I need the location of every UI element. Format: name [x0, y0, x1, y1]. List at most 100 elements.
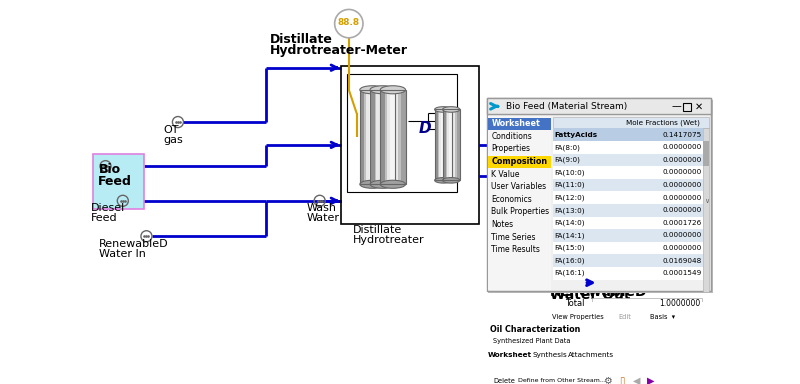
Text: FA(12:0): FA(12:0) [554, 194, 585, 201]
Bar [602, 336, 611, 346]
Text: D: D [419, 121, 431, 136]
Bar [488, 156, 551, 168]
Text: Synthesized Plant Data: Synthesized Plant Data [493, 338, 570, 344]
Text: 88.8: 88.8 [338, 18, 360, 26]
Text: 0.0000000: 0.0000000 [662, 182, 702, 188]
Bar [523, 376, 602, 384]
Text: ⚙: ⚙ [603, 376, 612, 384]
Bar [449, 109, 453, 180]
Bar [360, 90, 385, 184]
Bar [442, 109, 446, 180]
Text: Edit: Edit [618, 314, 631, 320]
Text: Wash: Wash [307, 203, 337, 213]
Bar [376, 90, 388, 184]
Ellipse shape [360, 180, 385, 188]
Bar [553, 166, 703, 179]
Bar [381, 90, 385, 184]
Text: Worksheet: Worksheet [488, 352, 532, 358]
Text: ▯: ▯ [619, 376, 625, 384]
Ellipse shape [442, 107, 460, 112]
Bar [645, 312, 681, 322]
Text: FattyAcids: FattyAcids [554, 132, 598, 137]
Bar [486, 98, 711, 291]
Bar [532, 350, 568, 361]
Bar [488, 100, 713, 293]
Bar [401, 90, 406, 184]
Bar [553, 267, 703, 280]
Bar [553, 312, 604, 322]
Text: OT: OT [164, 125, 179, 135]
Bar [442, 109, 460, 180]
Text: Properties: Properties [491, 144, 530, 153]
Bar [366, 90, 378, 184]
Text: Delete: Delete [494, 378, 516, 384]
Text: OK: OK [591, 364, 606, 372]
Text: ▶: ▶ [646, 376, 654, 384]
Bar [570, 350, 613, 361]
Text: Bio: Bio [99, 163, 122, 176]
Text: 0.0000000: 0.0000000 [662, 157, 702, 163]
Bar [370, 90, 374, 184]
Bar [553, 154, 703, 166]
Text: 1.0000000: 1.0000000 [658, 299, 700, 308]
Text: —: — [671, 101, 682, 111]
Text: Water In: Water In [99, 250, 146, 260]
Ellipse shape [370, 180, 395, 188]
Text: Total: Total [565, 299, 584, 308]
Text: Synthesis: Synthesis [533, 352, 567, 358]
Bar [347, 74, 458, 192]
Bar [592, 298, 702, 309]
Bar [553, 229, 703, 242]
Text: Hydrotreater: Hydrotreater [353, 235, 424, 245]
Bar [390, 90, 395, 184]
Bar [486, 98, 711, 114]
Text: FA(10:0): FA(10:0) [554, 169, 585, 176]
Bar [386, 90, 398, 184]
Text: 0.0000000: 0.0000000 [662, 144, 702, 150]
Text: FA(11:0): FA(11:0) [554, 182, 585, 188]
Bar [442, 109, 460, 180]
Bar [380, 90, 385, 184]
Text: Water: Water [307, 213, 340, 223]
Bar [360, 90, 385, 184]
Bar [553, 191, 703, 204]
Text: RenewableD: RenewableD [550, 285, 647, 299]
Text: FA(9:0): FA(9:0) [554, 157, 580, 163]
Ellipse shape [380, 86, 406, 94]
Text: Mole Fractions (Wet): Mole Fractions (Wet) [626, 119, 700, 126]
Text: 0.0001726: 0.0001726 [662, 220, 702, 226]
Text: Define from Other Stream...: Define from Other Stream... [518, 378, 606, 383]
Text: 0.0001549: 0.0001549 [662, 270, 702, 276]
Bar [434, 109, 452, 180]
Text: K Value: K Value [491, 169, 520, 179]
Bar [442, 109, 445, 180]
Bar [488, 118, 551, 130]
Bar [608, 312, 641, 322]
Bar [569, 336, 578, 346]
Bar [490, 350, 530, 361]
Ellipse shape [370, 86, 395, 94]
Bar [553, 118, 710, 128]
Text: 0.0000000: 0.0000000 [662, 245, 702, 251]
Bar [553, 217, 703, 229]
Text: Feed: Feed [98, 175, 131, 188]
Text: FA(16:1): FA(16:1) [554, 270, 585, 276]
Text: FA(14:1): FA(14:1) [554, 232, 585, 239]
Text: Conditions: Conditions [491, 132, 532, 141]
Text: 0.0000000: 0.0000000 [662, 232, 702, 238]
Ellipse shape [380, 180, 406, 188]
Text: 0.1417075: 0.1417075 [662, 132, 702, 137]
Text: FA(15:0): FA(15:0) [554, 245, 585, 251]
Text: FA(13:0): FA(13:0) [554, 207, 585, 214]
Ellipse shape [442, 177, 460, 183]
Bar [579, 336, 589, 346]
Text: FA(8:0): FA(8:0) [554, 144, 580, 151]
Text: ◀: ◀ [633, 376, 640, 384]
Ellipse shape [360, 86, 385, 94]
Ellipse shape [434, 177, 452, 183]
Text: Attachments: Attachments [568, 352, 614, 358]
Bar [703, 128, 710, 292]
Bar [380, 90, 385, 184]
Text: FA(14:0): FA(14:0) [554, 220, 585, 226]
Text: Water Out: Water Out [550, 288, 630, 302]
